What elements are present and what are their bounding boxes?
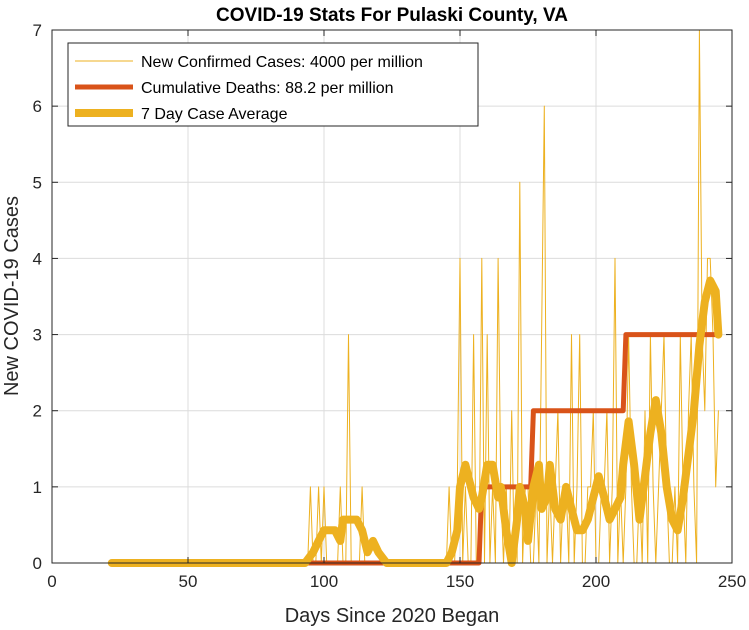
- axes-box: [51, 29, 733, 564]
- x-tick-label: 150: [446, 572, 474, 591]
- y-tick-label: 4: [33, 249, 42, 268]
- legend: New Confirmed Cases: 4000 per million Cum…: [67, 42, 479, 127]
- series-line-2: [107, 276, 723, 567]
- y-tick-label: 3: [33, 326, 42, 345]
- x-axis-label: Days Since 2020 Began: [285, 605, 500, 627]
- y-axis-label: New COVID-19 Cases: [1, 196, 23, 396]
- ticks: 0 50 100 150 200 250 0 1 2 3 4 5 6 7: [33, 21, 747, 591]
- y-tick-label: 5: [33, 173, 42, 192]
- x-tick-label: 250: [718, 572, 746, 591]
- x-tick-label: 0: [47, 572, 56, 591]
- legend-box: [67, 42, 479, 127]
- y-tick-label: 1: [33, 478, 42, 497]
- legend-label-2: 7 Day Case Average: [141, 106, 288, 123]
- series-line-1: [109, 332, 721, 566]
- y-tick-label: 0: [33, 554, 42, 573]
- y-tick-label: 7: [33, 21, 42, 40]
- series-layer: [107, 29, 723, 567]
- x-tick-label: 200: [582, 572, 610, 591]
- legend-label-0: New Confirmed Cases: 4000 per million: [141, 54, 423, 71]
- x-tick-label: 50: [179, 572, 198, 591]
- y-tick-label: 2: [33, 402, 42, 421]
- chart-title: COVID-19 Stats For Pulaski County, VA: [216, 5, 568, 26]
- x-tick-label: 100: [310, 572, 338, 591]
- y-tick-label: 6: [33, 97, 42, 116]
- legend-label-1: Cumulative Deaths: 88.2 per million: [141, 80, 394, 97]
